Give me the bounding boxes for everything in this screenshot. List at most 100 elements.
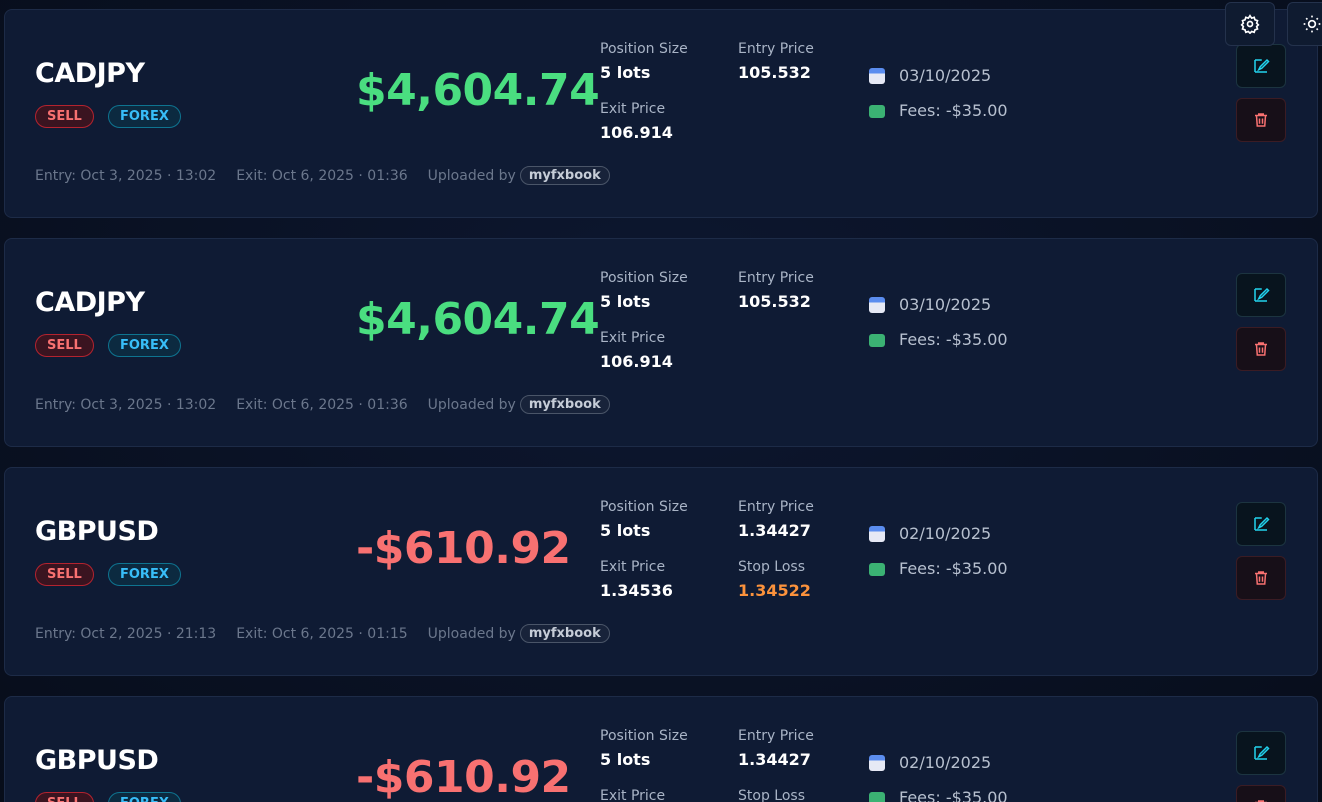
market-badge: FOREX	[108, 105, 181, 128]
detail-label: Position Size	[600, 499, 688, 515]
date: 03/10/2025	[899, 66, 992, 85]
detail-label: Stop Loss	[738, 788, 805, 802]
side-badge: SELL	[35, 792, 94, 802]
fees: Fees: -$35.00	[899, 559, 1008, 578]
detail-label: Entry Price	[738, 270, 814, 286]
settings-icon	[1240, 14, 1260, 34]
pnl: $4,604.74	[356, 65, 600, 116]
pnl: -$610.92	[356, 523, 571, 574]
money-icon	[869, 563, 885, 576]
detail-value: 5 lots	[600, 63, 651, 82]
detail-label: Stop Loss	[738, 559, 805, 575]
trade-card: GBPUSD SELL FOREX -$610.92 Position Size 5 lo…	[4, 696, 1318, 802]
money-icon	[869, 334, 885, 347]
pnl: -$610.92	[356, 752, 571, 802]
symbol: GBPUSD	[35, 745, 159, 776]
calendar-icon	[869, 297, 885, 313]
exit-time: Exit: Oct 6, 2025 · 01:15	[236, 625, 408, 642]
sun-icon	[1303, 15, 1321, 33]
detail-value: 5 lots	[600, 521, 651, 540]
detail-label: Entry Price	[738, 41, 814, 57]
detail-label: Entry Price	[738, 499, 814, 515]
delete-button[interactable]	[1236, 327, 1286, 371]
detail-label: Position Size	[600, 728, 688, 744]
entry-time: Entry: Oct 2, 2025 · 21:13	[35, 625, 217, 642]
icon	[1254, 745, 1270, 760]
trade-card: GBPUSD SELL FOREX -$610.92 Position Size 5 lo…	[4, 467, 1318, 676]
date: 03/10/2025	[899, 295, 992, 314]
money-icon	[869, 105, 885, 118]
detail-value: 1.34427	[738, 750, 811, 769]
detail-value: 106.914	[600, 352, 673, 371]
symbol: CADJPY	[35, 287, 145, 318]
fees: Fees: -$35.00	[899, 101, 1008, 120]
side-badge: SELL	[35, 334, 94, 357]
theme-button[interactable]	[1287, 2, 1322, 46]
detail-label: Exit Price	[600, 559, 666, 575]
symbol: GBPUSD	[35, 516, 159, 547]
entry-time: Entry: Oct 3, 2025 · 13:02	[35, 396, 217, 413]
detail-value: 5 lots	[600, 750, 651, 769]
icon	[1254, 287, 1270, 302]
icon	[1255, 113, 1267, 127]
uploaded-label: Uploaded by	[427, 625, 516, 642]
uploaded-label: Uploaded by	[427, 396, 516, 413]
icon	[1255, 571, 1267, 585]
source-pill: myfxbook	[519, 166, 610, 185]
exit-time: Exit: Oct 6, 2025 · 01:36	[236, 396, 408, 413]
footer: Entry: Oct 3, 2025 · 13:02 Exit: Oct 6, 2…	[35, 166, 610, 185]
fees: Fees: -$35.00	[899, 330, 1008, 349]
source-pill: myfxbook	[519, 395, 610, 414]
market-badge: FOREX	[108, 334, 181, 357]
detail-label: Exit Price	[600, 788, 666, 802]
detail-value: 1.34536	[600, 581, 673, 600]
detail-value: 105.532	[738, 292, 811, 311]
market-badge: FOREX	[108, 563, 181, 586]
uploaded-label: Uploaded by	[427, 167, 516, 184]
fees: Fees: -$35.00	[899, 788, 1008, 802]
side-badge: SELL	[35, 105, 94, 128]
edit-button[interactable]	[1236, 44, 1286, 88]
source-pill: myfxbook	[519, 624, 610, 643]
detail-value: 105.532	[738, 63, 811, 82]
icon	[1255, 342, 1267, 356]
detail-label: Exit Price	[600, 101, 666, 117]
exit-time: Exit: Oct 6, 2025 · 01:36	[236, 167, 408, 184]
detail-label: Position Size	[600, 270, 688, 286]
icon	[1254, 516, 1270, 531]
uploaded: Uploaded by myfxbook	[428, 624, 610, 643]
market-badge: FOREX	[108, 792, 181, 802]
detail-value: 5 lots	[600, 292, 651, 311]
settings-button[interactable]	[1225, 2, 1275, 46]
edit-button[interactable]	[1236, 502, 1286, 546]
uploaded: Uploaded by myfxbook	[428, 395, 610, 414]
detail-label: Exit Price	[600, 330, 666, 346]
entry-time: Entry: Oct 3, 2025 · 13:02	[35, 167, 217, 184]
date: 02/10/2025	[899, 753, 992, 772]
detail-value: 106.914	[600, 123, 673, 142]
footer: Entry: Oct 2, 2025 · 21:13 Exit: Oct 6, 2…	[35, 624, 610, 643]
detail-value: 1.34427	[738, 521, 811, 540]
footer: Entry: Oct 3, 2025 · 13:02 Exit: Oct 6, 2…	[35, 395, 610, 414]
calendar-icon	[869, 526, 885, 542]
side-badge: SELL	[35, 563, 94, 586]
trade-card: CADJPY SELL FOREX $4,604.74 Position Size 5 l…	[4, 238, 1318, 447]
edit-button[interactable]	[1236, 273, 1286, 317]
detail-label: Position Size	[600, 41, 688, 57]
detail-label: Entry Price	[738, 728, 814, 744]
uploaded: Uploaded by myfxbook	[428, 166, 610, 185]
delete-button[interactable]	[1236, 556, 1286, 600]
calendar-icon	[869, 68, 885, 84]
symbol: CADJPY	[35, 58, 145, 89]
trade-card: CADJPY SELL FOREX $4,604.74 Position Size 5 l…	[4, 9, 1318, 218]
money-icon	[869, 792, 885, 802]
edit-button[interactable]	[1236, 731, 1286, 775]
icon	[1255, 800, 1267, 802]
icon	[1254, 58, 1270, 73]
delete-button[interactable]	[1236, 98, 1286, 142]
date: 02/10/2025	[899, 524, 992, 543]
pnl: $4,604.74	[356, 294, 600, 345]
calendar-icon	[869, 755, 885, 771]
delete-button[interactable]	[1236, 785, 1286, 802]
